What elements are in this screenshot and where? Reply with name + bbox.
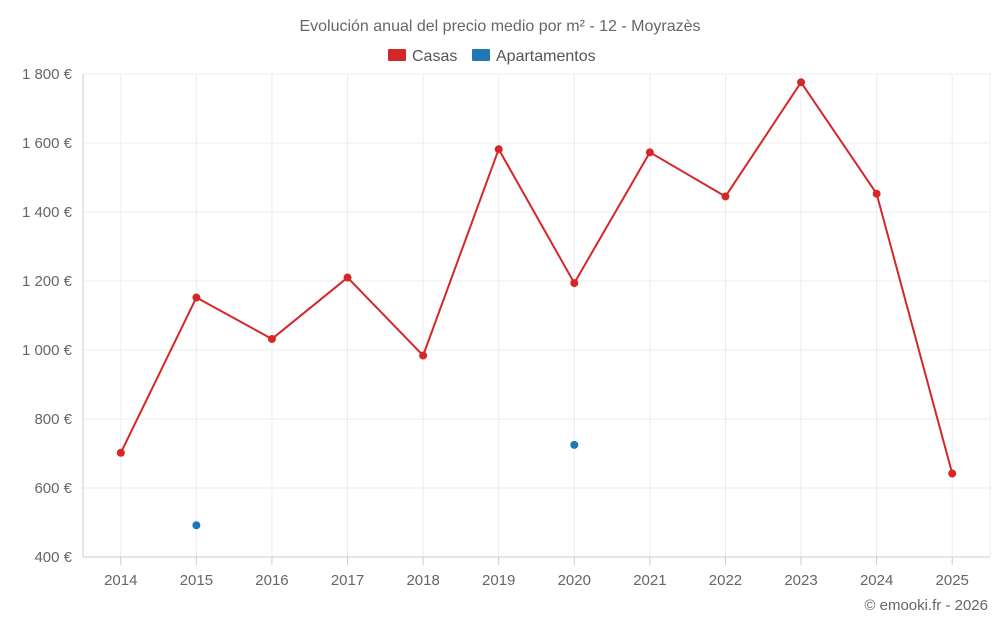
credit-text: © emooki.fr - 2026 [864,597,988,614]
x-tick-label: 2016 [255,572,288,589]
legend-label-apartamentos: Apartamentos [496,48,596,65]
legend[interactable]: Casas Apartamentos [388,48,596,65]
data-point-casas[interactable] [948,469,957,478]
y-axis-ticks: 400 € 600 € 800 € 1 000 € 1 200 € 1 400 € 1 60… [22,66,73,566]
data-point-casas[interactable] [570,279,579,288]
x-tick-label: 2017 [331,572,364,589]
data-point-casas[interactable] [343,273,352,282]
legend-item-casas[interactable]: Casas [388,48,457,65]
x-tick-label: 2023 [784,572,817,589]
gridlines [83,73,991,557]
y-tick-label: 1 400 € [22,204,73,221]
x-axis-ticks: 2014 2015 2016 2017 2018 2019 2020 2021 2022 2023… [104,557,969,589]
x-tick-label: 2014 [104,572,137,589]
data-point-casas[interactable] [494,145,503,154]
y-tick-label: 1 200 € [22,273,73,290]
x-tick-label: 2015 [180,572,213,589]
data-point-casas[interactable] [872,189,881,198]
data-point-casas[interactable] [721,192,730,201]
x-tick-label: 2021 [633,572,666,589]
data-point-casas[interactable] [267,334,276,343]
data-point-casas[interactable] [797,78,806,87]
data-point-apartamentos[interactable] [192,521,201,530]
y-tick-label: 400 € [34,549,72,566]
y-tick-label: 1 800 € [22,66,73,83]
x-tick-label: 2025 [936,572,969,589]
y-tick-label: 800 € [34,411,72,428]
chart-title: Evolución anual del precio medio por m² … [299,18,700,35]
x-tick-label: 2024 [860,572,893,589]
data-point-casas[interactable] [419,351,428,360]
legend-item-apartamentos[interactable]: Apartamentos [472,48,596,65]
x-tick-label: 2020 [558,572,591,589]
legend-swatch-apartamentos [472,49,490,61]
y-tick-label: 1 600 € [22,135,73,152]
data-point-casas[interactable] [645,148,654,157]
series-line-casas [119,81,954,474]
x-tick-label: 2018 [406,572,439,589]
legend-swatch-casas [388,49,406,61]
x-tick-label: 2019 [482,572,515,589]
x-tick-label: 2022 [709,572,742,589]
data-point-casas[interactable] [116,448,125,457]
axes [82,74,990,558]
legend-label-casas: Casas [412,48,457,65]
data-point-apartamentos[interactable] [570,440,579,449]
y-tick-label: 1 000 € [22,342,73,359]
y-tick-label: 600 € [34,480,72,497]
data-point-casas[interactable] [192,293,201,302]
series [116,78,957,530]
